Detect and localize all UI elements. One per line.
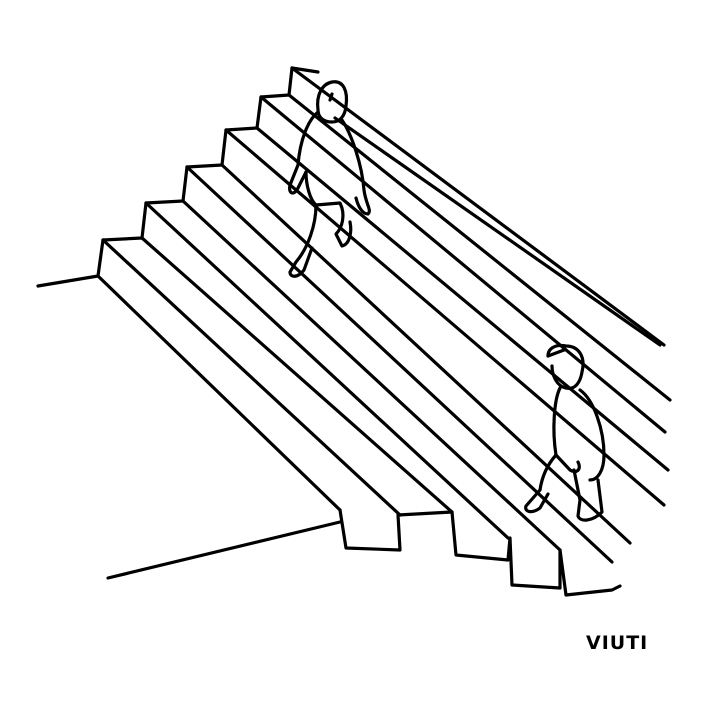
- stair-line-12: [290, 66, 666, 347]
- stair-line-5: [181, 199, 562, 552]
- stair-line-4: [144, 201, 510, 540]
- stair-profile: [96, 66, 320, 278]
- stair-line-8: [224, 128, 666, 507]
- figure-ascending: [524, 343, 606, 522]
- stair-line-13: [333, 116, 662, 347]
- stair-line-3: [140, 236, 454, 514]
- stair-line-11: [287, 93, 672, 402]
- stair-line-9: [255, 126, 670, 472]
- figure-descending: [288, 80, 371, 278]
- stair-line-1: [96, 274, 342, 512]
- stair-line-7: [220, 163, 632, 545]
- stair-line-6: [185, 165, 614, 564]
- stair-line-10: [259, 95, 667, 434]
- floor-line: [106, 520, 342, 580]
- landing-line: [36, 274, 100, 288]
- stair-bottom-edge: [338, 508, 622, 597]
- artist-signature: VIUTI: [586, 632, 649, 654]
- stair-line-2: [101, 238, 402, 517]
